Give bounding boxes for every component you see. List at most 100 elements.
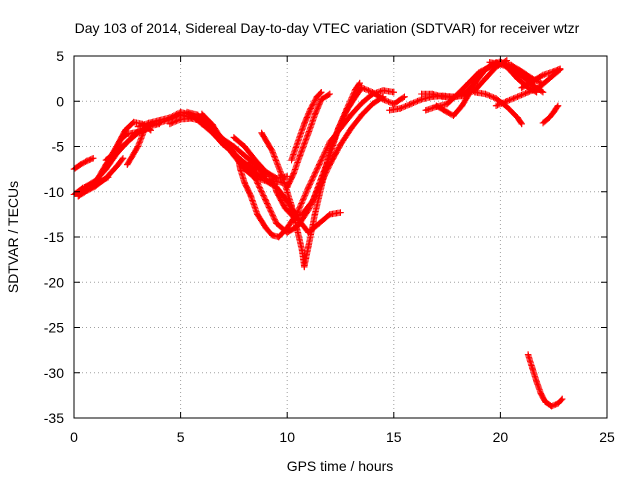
data-point — [307, 105, 314, 112]
data-point — [305, 129, 312, 137]
data-point — [554, 102, 562, 109]
data-point — [343, 107, 351, 114]
data-series — [75, 155, 127, 200]
data-point — [535, 84, 542, 91]
data-point — [482, 90, 489, 98]
grid — [74, 56, 607, 418]
data-point — [503, 98, 510, 105]
series-track — [70, 155, 97, 173]
data-point — [177, 116, 184, 123]
data-point — [305, 184, 312, 191]
data-point — [183, 108, 191, 116]
data-point — [298, 211, 306, 218]
data-point — [556, 65, 564, 72]
data-point — [492, 95, 500, 102]
data-point — [539, 119, 547, 127]
data-series — [284, 90, 333, 191]
data-point — [166, 114, 174, 121]
data-point — [318, 96, 325, 103]
data-point — [269, 147, 276, 155]
y-tick-label: -15 — [44, 229, 64, 245]
data-point — [548, 403, 555, 410]
data-point — [475, 70, 483, 78]
data-point — [209, 121, 216, 128]
data-point — [546, 75, 553, 82]
y-tick-label: -30 — [44, 365, 64, 381]
data-point — [386, 107, 393, 114]
data-point — [311, 211, 319, 218]
data-point — [262, 177, 270, 185]
data-point — [147, 127, 154, 134]
data-point — [75, 193, 82, 200]
data-series — [230, 134, 291, 182]
data-point — [254, 211, 261, 218]
data-point — [245, 159, 252, 166]
data-point — [335, 125, 342, 132]
data-point — [524, 351, 532, 358]
plot-frame — [73, 55, 608, 419]
data-series — [518, 65, 564, 91]
data-point — [318, 175, 325, 182]
data-point — [275, 233, 282, 241]
series-track — [471, 89, 525, 128]
data-series — [539, 102, 562, 127]
data-point — [124, 138, 131, 146]
data-point — [546, 114, 553, 121]
data-point — [290, 213, 297, 221]
data-point — [433, 102, 440, 109]
data-series — [70, 155, 97, 173]
y-tick-label: 0 — [56, 93, 64, 109]
data-point — [241, 152, 248, 159]
data-point — [358, 84, 365, 91]
data-point — [83, 157, 90, 165]
data-point — [533, 378, 540, 385]
data-point — [326, 152, 333, 159]
data-point — [358, 99, 365, 107]
data-point — [471, 89, 478, 96]
data-point — [348, 125, 355, 132]
data-point — [407, 100, 415, 108]
y-axis-label: SDTVAR / TECUs — [5, 181, 21, 293]
data-point — [356, 79, 363, 87]
data-point — [296, 152, 304, 159]
data-point — [507, 61, 515, 69]
data-point — [482, 75, 489, 82]
data-point — [130, 118, 137, 126]
y-tick-label: -10 — [44, 184, 64, 200]
data-series — [492, 66, 564, 109]
y-tick-label: -25 — [44, 320, 64, 336]
data-point — [450, 112, 457, 119]
data-point — [241, 179, 248, 186]
x-axis-label: GPS time / hours — [287, 458, 394, 474]
data-point — [529, 365, 536, 372]
data-point — [554, 400, 562, 407]
data-point — [539, 71, 547, 79]
y-tick-label: -5 — [52, 139, 65, 155]
x-tick-label: 10 — [279, 429, 295, 445]
data-point — [241, 143, 248, 150]
data-point — [454, 90, 461, 98]
data-point — [469, 84, 476, 91]
data-point — [337, 209, 344, 216]
data-point — [247, 193, 255, 200]
data-point — [439, 93, 446, 100]
data-point — [301, 263, 308, 271]
data-point — [134, 123, 142, 130]
data-point — [518, 84, 525, 91]
data-point — [542, 398, 549, 405]
data-point — [397, 105, 404, 112]
data-point — [77, 161, 84, 168]
data-point — [418, 96, 425, 103]
data-series — [524, 351, 566, 410]
data-series — [288, 89, 325, 164]
data-point — [288, 202, 295, 209]
data-point — [145, 119, 152, 127]
data-point — [524, 89, 532, 96]
data-point — [124, 161, 131, 168]
data-point — [237, 165, 244, 173]
data-point — [313, 93, 321, 100]
data-point — [443, 108, 451, 116]
data-point — [311, 111, 319, 118]
data-series — [486, 59, 547, 88]
